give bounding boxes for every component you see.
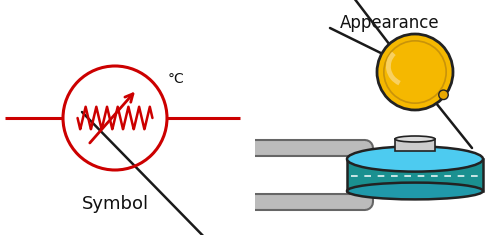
- Text: °C: °C: [168, 72, 185, 86]
- Circle shape: [377, 34, 453, 110]
- Ellipse shape: [347, 183, 483, 200]
- Ellipse shape: [395, 136, 435, 142]
- Ellipse shape: [439, 90, 448, 100]
- Text: Appearance: Appearance: [340, 14, 440, 32]
- Text: Symbol: Symbol: [82, 195, 148, 213]
- Ellipse shape: [347, 146, 483, 172]
- Bar: [395, 139, 435, 151]
- Bar: [347, 159, 483, 191]
